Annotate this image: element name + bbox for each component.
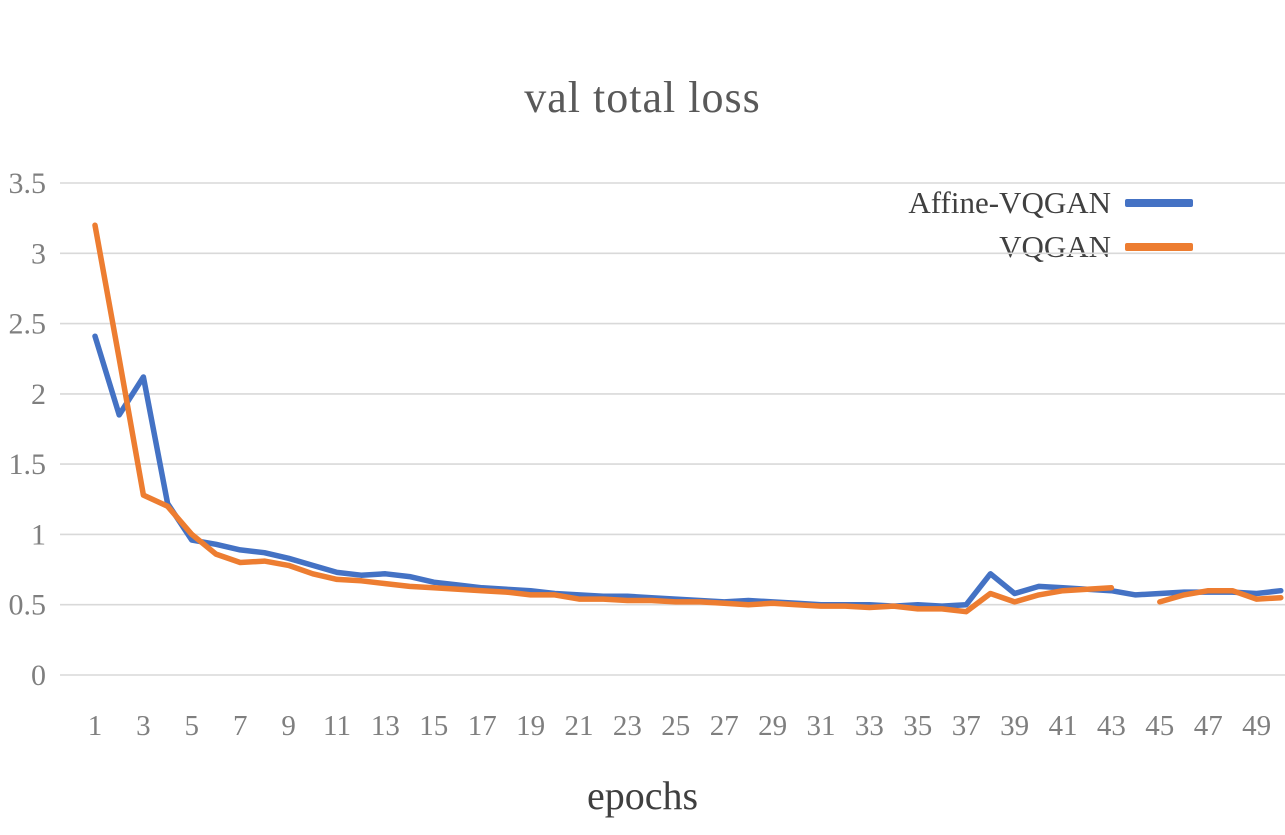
legend-item-vqgan: VQGAN [908, 228, 1193, 266]
legend-label-vqgan: VQGAN [999, 229, 1111, 264]
chart-legend: Affine-VQGAN VQGAN [908, 184, 1193, 266]
x-tick-label: 49 [1242, 710, 1271, 742]
x-tick-label: 39 [1000, 710, 1029, 742]
x-tick-label: 33 [855, 710, 884, 742]
series-line-affine-vqgan [92, 333, 1284, 609]
x-tick-label: 27 [710, 710, 739, 742]
x-tick-label: 7 [233, 710, 248, 742]
legend-swatch-affine-vqgan [1125, 199, 1193, 207]
x-tick-label: 5 [185, 710, 200, 742]
x-tick-label: 35 [903, 710, 932, 742]
y-tick-label: 1 [31, 518, 46, 551]
x-tick-label: 21 [565, 710, 594, 742]
series-line-vqgan [92, 222, 1284, 615]
x-tick-label: 15 [419, 710, 448, 742]
x-tick-label: 19 [516, 710, 545, 742]
x-tick-label: 43 [1097, 710, 1126, 742]
legend-label-affine-vqgan: Affine-VQGAN [908, 185, 1111, 220]
y-tick-label: 0.5 [9, 589, 47, 622]
x-tick-label: 45 [1145, 710, 1174, 742]
y-tick-label: 3.5 [9, 167, 47, 200]
y-tick-label: 0 [31, 659, 46, 692]
x-axis-title: epochs [586, 773, 699, 818]
x-tick-label: 41 [1049, 710, 1078, 742]
x-tick-label: 37 [952, 710, 981, 742]
y-tick-label: 1.5 [9, 448, 47, 481]
y-tick-label: 2.5 [9, 308, 47, 341]
x-tick-label: 23 [613, 710, 642, 742]
x-tick-label: 17 [468, 710, 497, 742]
x-tick-label: 3 [136, 710, 151, 742]
x-tick-label: 1 [88, 710, 103, 742]
chart-title: val total loss [524, 73, 761, 122]
x-tick-label: 13 [371, 710, 400, 742]
y-tick-label: 3 [31, 237, 46, 270]
x-tick-label: 11 [323, 710, 351, 742]
x-tick-label: 31 [807, 710, 836, 742]
x-tick-label: 25 [661, 710, 690, 742]
legend-item-affine-vqgan: Affine-VQGAN [908, 184, 1193, 222]
x-tick-label: 47 [1194, 710, 1223, 742]
x-tick-label: 9 [281, 710, 296, 742]
legend-swatch-vqgan [1125, 243, 1193, 251]
x-tick-label: 29 [758, 710, 787, 742]
y-tick-label: 2 [31, 378, 46, 411]
